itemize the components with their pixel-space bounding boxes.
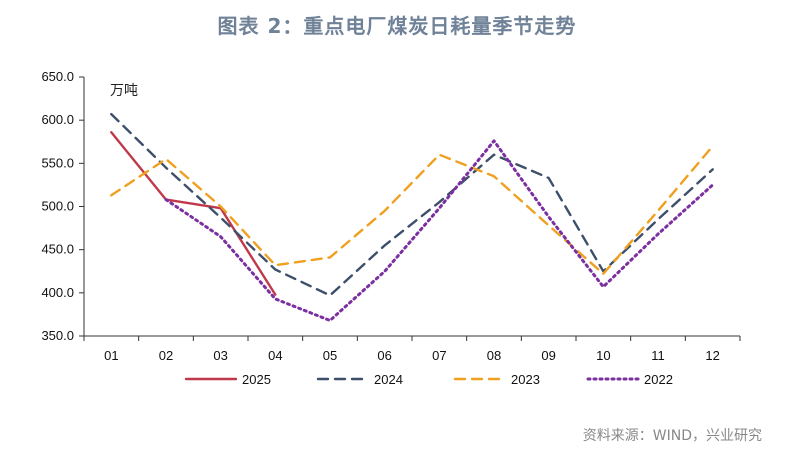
y-tick-label: 450.0: [41, 242, 74, 257]
legend-label-2023: 2023: [511, 372, 540, 387]
chart-title: 图表 2：重点电厂煤炭日耗量季节走势: [217, 14, 577, 38]
legend-label-2025: 2025: [242, 372, 271, 387]
y-unit-label: 万吨: [110, 83, 138, 99]
y-tick-label: 650.0: [41, 69, 74, 84]
x-tick-label: 07: [432, 348, 446, 363]
x-tick-label: 02: [159, 348, 173, 363]
x-tick-label: 01: [104, 348, 118, 363]
x-tick-label: 10: [596, 348, 610, 363]
x-tick-label: 05: [323, 348, 337, 363]
legend: 2025 2024 2023 2022: [184, 372, 673, 387]
x-tick-label: 09: [541, 348, 555, 363]
source-note: 资料来源：WIND，兴业研究: [582, 428, 762, 444]
x-tick-label: 06: [377, 348, 391, 363]
x-tick-label: 08: [487, 348, 501, 363]
series-line-2025: [110, 131, 277, 296]
legend-label-2024: 2024: [374, 372, 403, 387]
axes: 350.0 400.0 450.0 500.0 550.0 600.0 650.0 01 02 0…: [41, 69, 741, 363]
series-line-2024: [110, 112, 714, 297]
x-tick-label: 12: [705, 348, 719, 363]
y-tick-label: 400.0: [41, 285, 74, 300]
x-tick-label: 11: [651, 348, 665, 363]
x-tick-label: 03: [213, 348, 227, 363]
series-lines: [110, 112, 715, 322]
y-tick-label: 600.0: [41, 112, 74, 127]
series-line-2023: [110, 144, 714, 275]
series-line-2022: [164, 139, 715, 322]
y-tick-label: 350.0: [41, 328, 74, 343]
y-tick-label: 500.0: [41, 199, 74, 214]
y-tick-label: 550.0: [41, 155, 74, 170]
x-tick-label: 04: [268, 348, 282, 363]
legend-label-2022: 2022: [644, 372, 673, 387]
